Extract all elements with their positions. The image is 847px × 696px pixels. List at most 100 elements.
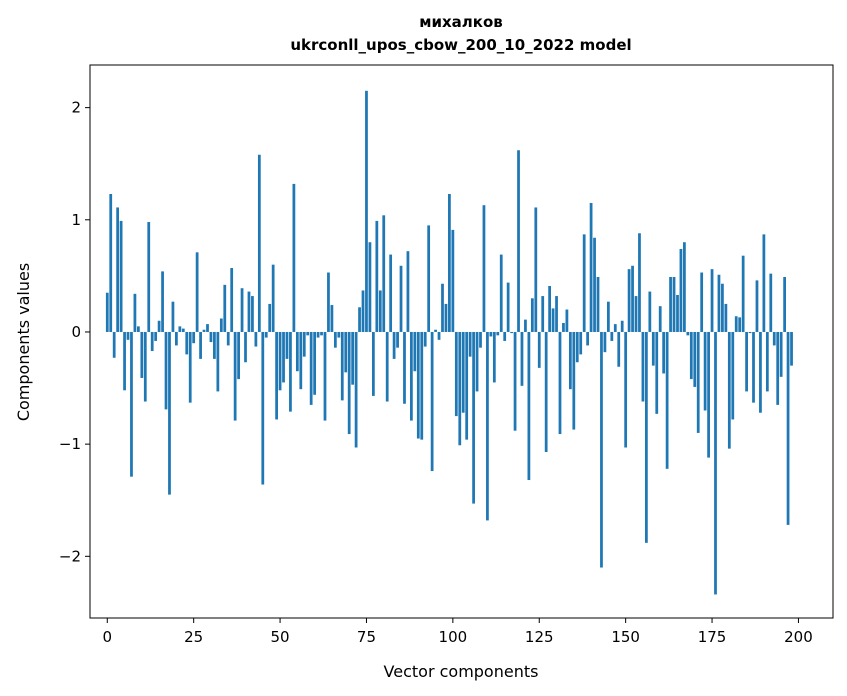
bar-15: [157, 320, 161, 332]
bar-146: [610, 331, 614, 341]
bar-194: [776, 331, 780, 405]
bar-19: [171, 301, 175, 332]
bar-28: [202, 329, 206, 332]
bar-191: [765, 331, 769, 392]
bar-127: [544, 331, 548, 452]
bar-21: [178, 326, 182, 332]
bar-54: [292, 183, 296, 332]
bar-148: [617, 331, 621, 367]
bar-29: [206, 324, 209, 332]
bar-67: [337, 331, 341, 338]
bar-144: [603, 331, 607, 353]
bar-79: [378, 290, 382, 332]
bar-38: [237, 331, 240, 380]
bar-4: [119, 220, 123, 332]
bar-117: [510, 331, 513, 334]
bar-99: [448, 194, 451, 332]
bar-73: [358, 307, 361, 332]
x-tick-label: 100: [439, 628, 468, 646]
bar-118: [513, 331, 517, 431]
bar-137: [579, 331, 583, 355]
bar-0: [105, 292, 109, 332]
x-axis-label: Vector components: [384, 662, 539, 681]
bar-167: [683, 242, 686, 332]
bar-61: [316, 331, 320, 338]
bar-50: [278, 331, 282, 391]
bar-179: [724, 303, 728, 332]
bar-173: [703, 331, 707, 411]
bar-101: [454, 331, 458, 417]
bar-55: [295, 331, 299, 372]
bar-48: [271, 264, 275, 332]
bar-59: [309, 331, 313, 405]
bar-69: [344, 331, 348, 373]
bar-135: [572, 331, 576, 430]
bar-77: [371, 331, 375, 396]
bar-88: [410, 331, 413, 421]
bar-103: [461, 331, 465, 413]
bar-23: [185, 331, 189, 355]
bar-142: [596, 277, 600, 332]
bar-90: [416, 331, 420, 439]
bar-139: [586, 331, 590, 346]
bar-83: [392, 331, 396, 359]
bar-68: [340, 331, 344, 401]
bar-33: [219, 318, 223, 332]
bar-86: [403, 331, 406, 404]
bar-25: [192, 331, 196, 344]
bar-131: [558, 331, 562, 435]
bar-147: [613, 324, 617, 332]
bar-192: [769, 273, 773, 332]
bar-159: [655, 331, 659, 414]
bar-82: [389, 254, 393, 332]
bar-43: [254, 331, 258, 347]
y-tick-label: 2: [71, 99, 81, 117]
bar-70: [347, 331, 351, 435]
bar-85: [399, 265, 403, 332]
bar-152: [631, 265, 634, 332]
bar-57: [302, 331, 306, 357]
bar-180: [727, 331, 731, 449]
bar-26: [195, 252, 199, 332]
bar-112: [492, 331, 496, 383]
bar-153: [634, 296, 638, 332]
bar-58: [306, 331, 310, 336]
bar-18: [168, 331, 171, 495]
bar-6: [126, 331, 130, 340]
bar-145: [606, 301, 610, 332]
bar-158: [651, 331, 655, 366]
bar-136: [575, 331, 579, 363]
bar-107: [475, 331, 479, 392]
bar-16: [161, 271, 164, 332]
bar-97: [441, 283, 444, 332]
bar-75: [365, 90, 368, 332]
bar-185: [745, 331, 748, 392]
bar-141: [593, 237, 596, 332]
bar-5: [123, 331, 126, 391]
bar-161: [662, 331, 666, 374]
x-tick-label: 0: [103, 628, 113, 646]
bar-84: [396, 331, 399, 348]
bar-71: [351, 331, 355, 385]
bar-102: [458, 331, 462, 446]
bar-190: [762, 234, 766, 332]
bar-60: [313, 331, 317, 395]
bar-3: [116, 207, 120, 332]
bar-30: [209, 331, 213, 343]
bar-184: [741, 255, 745, 332]
bar-183: [738, 317, 742, 332]
bar-113: [496, 331, 500, 336]
bar-105: [468, 331, 472, 357]
bar-181: [731, 331, 735, 420]
bar-72: [354, 331, 358, 448]
bar-151: [627, 269, 631, 332]
bar-98: [444, 303, 448, 332]
bar-121: [524, 319, 527, 332]
x-tick-label: 150: [611, 628, 640, 646]
bars-group: [105, 90, 793, 595]
bar-155: [641, 331, 645, 402]
bar-66: [333, 331, 337, 348]
bar-93: [427, 225, 431, 332]
bar-27: [199, 331, 202, 359]
